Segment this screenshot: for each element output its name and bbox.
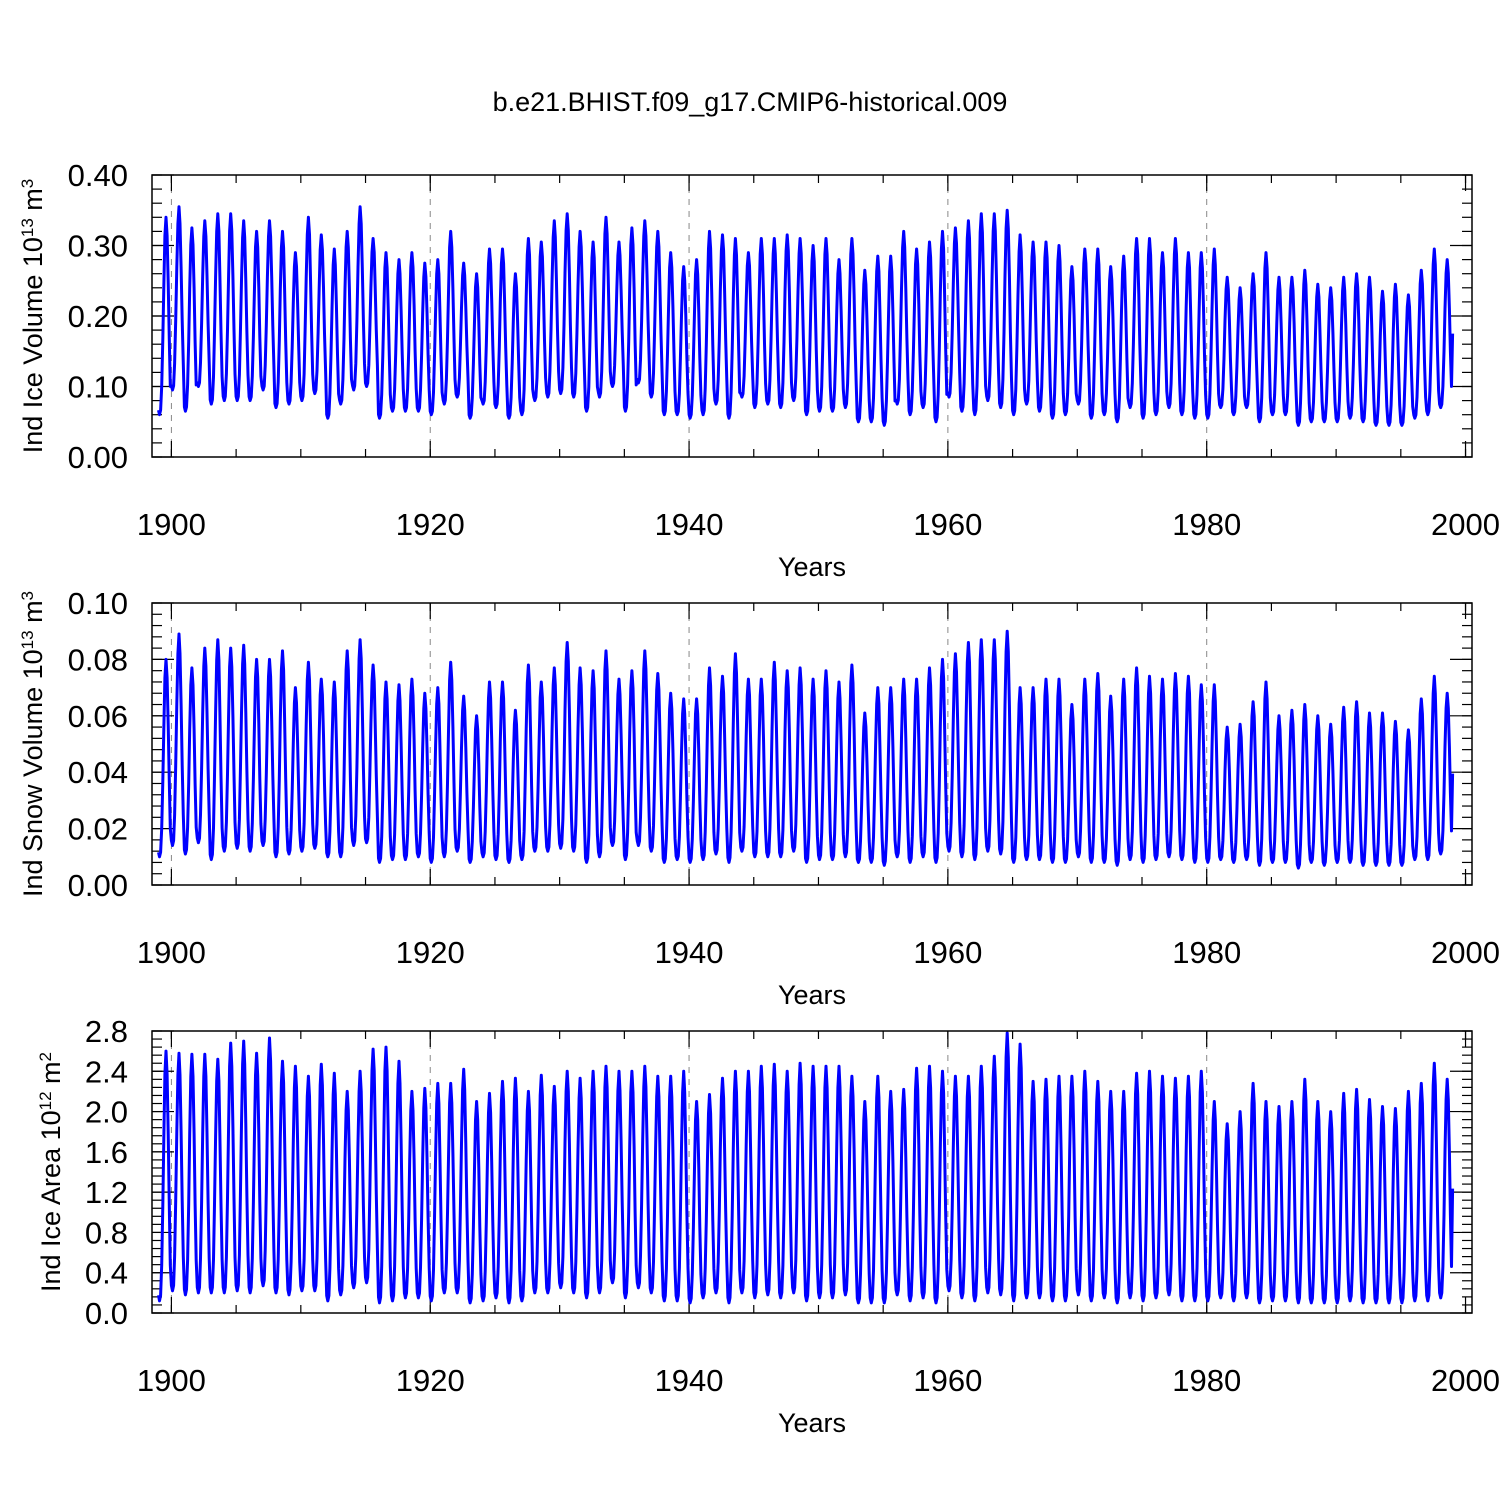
y-axis-label-superscript: 13 — [18, 630, 37, 649]
x-tick-label: 1980 — [1172, 1363, 1241, 1398]
y-axis-label-text: Ind Snow Volume 10 — [18, 649, 48, 897]
x-tick-label: 1920 — [396, 507, 465, 542]
y-tick-label: 0.00 — [68, 440, 128, 475]
x-tick-label: 1960 — [913, 507, 982, 542]
y-axis-label-superscript: 3 — [18, 591, 37, 600]
y-tick-label: 0.08 — [68, 642, 128, 677]
y-tick-label: 0.10 — [68, 586, 128, 621]
y-tick-label: 2.8 — [85, 1014, 128, 1049]
y-tick-label: 0.30 — [68, 229, 128, 264]
x-tick-label: 1900 — [137, 935, 206, 970]
x-axis-label: Years — [778, 552, 846, 582]
y-tick-label: 1.6 — [85, 1135, 128, 1170]
y-axis-label-text: m — [18, 600, 48, 630]
y-axis-label-superscript: 12 — [36, 1091, 55, 1110]
y-axis-label: Ind Ice Volume 1013 m3 — [18, 179, 49, 454]
y-tick-label: 0.20 — [68, 299, 128, 334]
y-axis-label-text: Ind Ice Area 10 — [36, 1110, 66, 1292]
x-tick-label: 2000 — [1431, 1363, 1500, 1398]
figure-title: b.e21.BHIST.f09_g17.CMIP6-historical.009 — [493, 87, 1008, 117]
series-line-ice-volume — [157, 205, 1455, 427]
y-tick-label: 0.02 — [68, 812, 128, 847]
y-tick-label: 0.8 — [85, 1215, 128, 1250]
ice-volume-panel: 0.00 0.10 0.20 0.30 0.40 1900 1920 1940 1960 1980… — [18, 158, 1500, 582]
x-tick-label: 1940 — [655, 507, 724, 542]
plot-frame — [151, 1030, 1473, 1314]
x-tick-label: 1920 — [396, 1363, 465, 1398]
y-tick-label: 0.4 — [85, 1256, 128, 1291]
plot-frame — [151, 174, 1473, 458]
snow-volume-panel: 0.00 0.02 0.04 0.06 0.08 0.10 1900 1920 1940 1960… — [18, 586, 1500, 1010]
plot-frame — [151, 602, 1473, 886]
y-tick-label: 2.4 — [85, 1054, 128, 1089]
series-line-snow-volume — [157, 629, 1455, 870]
y-axis-label-superscript: 3 — [18, 179, 37, 188]
y-axis-label: Ind Ice Area 1012 m2 — [36, 1052, 67, 1292]
y-tick-label: 0.00 — [68, 868, 128, 903]
x-tick-label: 2000 — [1431, 507, 1500, 542]
y-tick-label: 0.06 — [68, 699, 128, 734]
x-tick-label: 1960 — [913, 1363, 982, 1398]
y-axis-label-superscript: 2 — [36, 1052, 55, 1061]
x-tick-label: 1960 — [913, 935, 982, 970]
x-tick-label: 1920 — [396, 935, 465, 970]
y-axis-label-text: m — [36, 1061, 66, 1091]
x-tick-label: 1980 — [1172, 935, 1241, 970]
ice-area-panel: 0.0 0.4 0.8 1.2 1.6 2.0 2.4 2.8 1900 1920 1940 1960… — [36, 1014, 1500, 1438]
x-tick-label: 1980 — [1172, 507, 1241, 542]
y-tick-label: 2.0 — [85, 1095, 128, 1130]
y-tick-label: 0.10 — [68, 370, 128, 405]
x-axis-label: Years — [778, 980, 846, 1010]
y-tick-label: 1.2 — [85, 1175, 128, 1210]
y-axis-label: Ind Snow Volume 1013 m3 — [18, 591, 49, 897]
series-line-ice-area — [157, 1031, 1455, 1305]
x-axis-label: Years — [778, 1408, 846, 1438]
x-tick-label: 2000 — [1431, 935, 1500, 970]
y-tick-label: 0.0 — [85, 1296, 128, 1331]
y-tick-label: 0.04 — [68, 755, 128, 790]
y-axis-label-text: m — [18, 188, 48, 218]
y-axis-label-superscript: 13 — [18, 218, 37, 237]
x-tick-label: 1940 — [655, 935, 724, 970]
x-tick-label: 1900 — [137, 507, 206, 542]
x-tick-label: 1940 — [655, 1363, 724, 1398]
y-axis-label-text: Ind Ice Volume 10 — [18, 237, 48, 453]
x-tick-label: 1900 — [137, 1363, 206, 1398]
y-tick-label: 0.40 — [68, 158, 128, 193]
